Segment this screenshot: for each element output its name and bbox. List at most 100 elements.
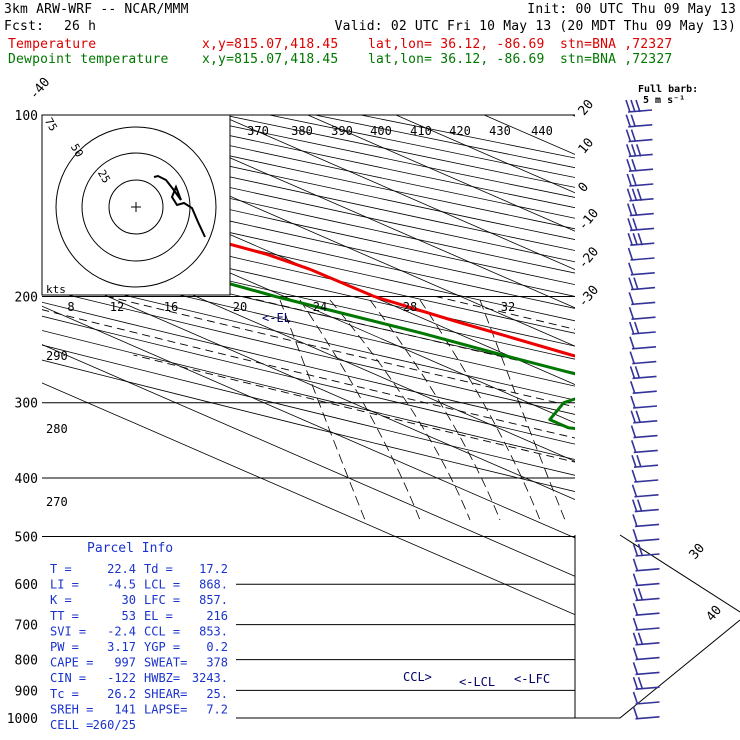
isotherm-label: 20 <box>576 97 598 119</box>
pressure-tick-label: 1000 <box>7 712 38 727</box>
wind-speed-isoline <box>279 299 366 521</box>
pressure-tick-label: 400 <box>15 472 38 487</box>
parcel-value: 17.2 <box>199 562 228 576</box>
hodograph-center-mark <box>131 202 141 212</box>
full-barb-units: 5 m s⁻¹ <box>643 95 685 106</box>
parcel-value: 3243. <box>192 671 228 685</box>
parcel-key: EL = <box>144 609 173 623</box>
parcel-value: 260/25 <box>93 718 136 732</box>
wind-barb <box>630 395 658 409</box>
forecast-label: Fcst: <box>4 19 45 34</box>
wind-barb <box>629 351 657 365</box>
dry-adiabat <box>42 236 575 360</box>
wind-barb <box>630 440 658 454</box>
wind-barb <box>627 232 655 246</box>
hodo-units: kts <box>46 283 66 296</box>
parcel-key: SHEAR= <box>144 687 187 701</box>
hodo-label-25: 25 <box>95 168 113 186</box>
temperature-xy: x,y=815.07,418.45 <box>202 37 339 52</box>
theta-label: 390 <box>331 124 353 138</box>
hodo-label-75: 75 <box>42 116 60 134</box>
wind-barb <box>629 380 657 394</box>
pressure-tick-label: 600 <box>15 578 38 593</box>
hodograph-ring-25 <box>108 179 164 235</box>
parcel-key: Td = <box>144 562 173 576</box>
height-label: 280 <box>46 422 68 436</box>
parcel-value: 53 <box>122 609 136 623</box>
wind-barb <box>628 321 656 335</box>
theta-label: 430 <box>489 124 511 138</box>
dry-adiabat <box>42 274 575 401</box>
hodo-label-50: 50 <box>68 142 86 160</box>
temperature-latlon: lat,lon= 36.12, -86.69 <box>368 37 545 52</box>
theta-label: 400 <box>370 124 392 138</box>
level-marker: CCL> <box>403 670 432 684</box>
isotherm-label: -10 <box>576 206 603 234</box>
pressure-tick-label: 500 <box>15 530 38 545</box>
wind-barb <box>632 691 660 705</box>
hodograph: 75 50 25 kts <box>41 114 231 296</box>
dewpoint-legend: Dewpoint temperature <box>8 52 169 67</box>
parcel-key: SWEAT= <box>144 656 187 670</box>
wind-barb <box>626 188 654 202</box>
parcel-key: HWBZ= <box>144 671 180 685</box>
wind-barb <box>629 336 657 350</box>
wind-column-boundary <box>574 535 740 719</box>
wind-barb <box>628 292 656 306</box>
parcel-title: Parcel Info <box>87 541 173 556</box>
wind-barb <box>625 129 653 143</box>
height-label: 290 <box>46 349 68 363</box>
wind-barb <box>625 99 653 113</box>
hodograph-trace <box>153 174 206 238</box>
level-marker: <-EL <box>262 311 291 325</box>
parcel-key: YGP = <box>144 640 180 654</box>
isotherm <box>42 305 575 539</box>
init-time: Init: 00 UTC Thu 09 May 13 <box>527 2 736 17</box>
isotherm-label: 30 <box>687 541 709 563</box>
pressure-tick-label: 100 <box>15 109 38 124</box>
parcel-value: -2.4 <box>107 624 136 638</box>
theta-label: 440 <box>531 124 553 138</box>
isotherm-label: -20 <box>576 244 603 272</box>
parcel-key: K = <box>50 593 72 607</box>
parcel-value: 7.2 <box>206 702 228 716</box>
wind-barb <box>627 247 655 261</box>
wind-barb <box>631 454 659 468</box>
parcel-value: 868. <box>199 578 228 592</box>
parcel-value: 216 <box>206 609 228 623</box>
dry-adiabat <box>42 288 575 415</box>
temperature-station: stn=BNA ,72327 <box>560 37 673 52</box>
parcel-key: PW = <box>50 640 79 654</box>
wind-barb <box>632 588 660 602</box>
wind-barb <box>625 144 653 158</box>
parcel-value: 853. <box>199 624 228 638</box>
wind-barbs <box>625 99 660 720</box>
parcel-key: CELL = <box>50 718 93 732</box>
isotherm <box>484 115 575 155</box>
parcel-value: -4.5 <box>107 578 136 592</box>
theta-label: 420 <box>449 124 471 138</box>
wind-barb <box>632 676 660 690</box>
dry-adiabat <box>223 115 575 188</box>
wind-speed-region <box>279 299 566 521</box>
parcel-value: 0.2 <box>206 640 228 654</box>
isotherm <box>42 229 575 462</box>
wind-barb <box>632 558 660 572</box>
wind-barb <box>626 158 654 172</box>
isotherm <box>43 115 575 347</box>
wind-barb <box>629 366 657 380</box>
wind-barb <box>632 662 660 676</box>
parcel-key: T = <box>50 562 72 576</box>
parcel-key: CIN = <box>50 671 86 685</box>
wind-barb <box>631 499 659 513</box>
axis-labels: 1002003004005006007008009001000-80-70-60… <box>7 75 725 727</box>
wind-barb <box>626 203 654 217</box>
dry-adiabat <box>42 344 575 476</box>
wind-barb <box>632 543 660 557</box>
parcel-value: 26.2 <box>107 687 136 701</box>
parcel-key: LCL = <box>144 578 180 592</box>
level-marker: <-LCL <box>459 675 495 689</box>
temperature-legend: Temperature <box>8 37 97 52</box>
wind-barb <box>632 706 660 720</box>
